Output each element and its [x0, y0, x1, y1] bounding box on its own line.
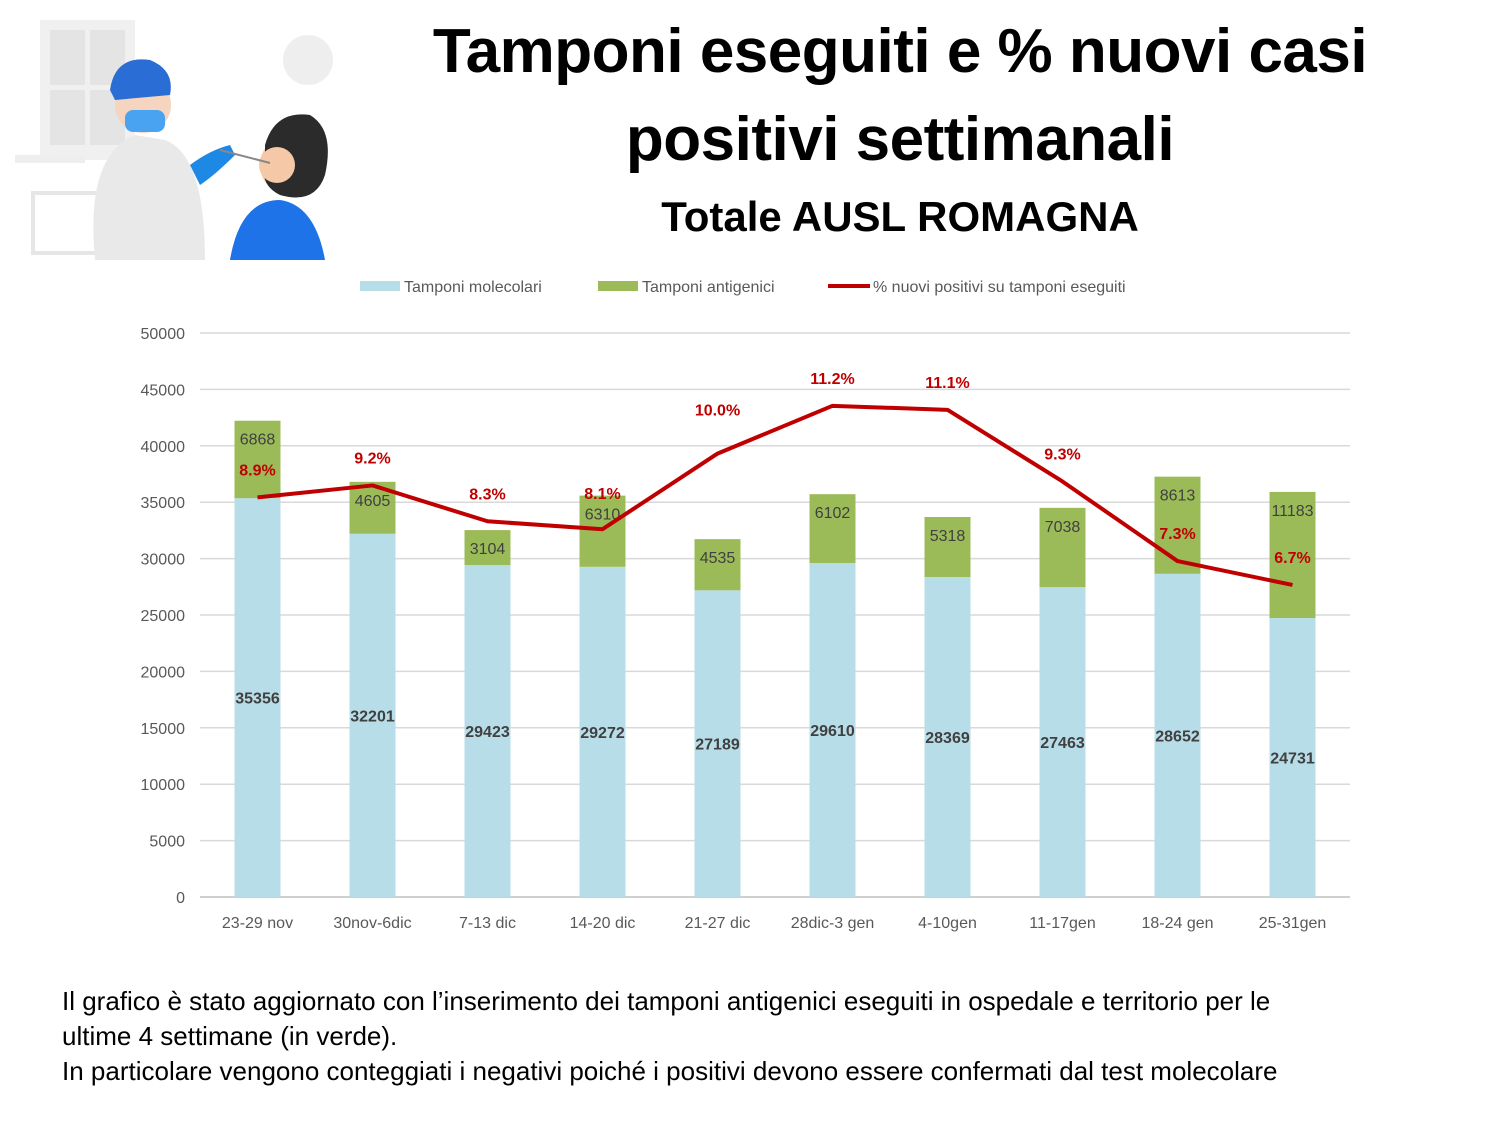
- y-tick-label: 50000: [141, 326, 186, 343]
- subtitle: Totale AUSL ROMAGNA: [661, 193, 1139, 240]
- data-label-molecolari: 32201: [350, 708, 395, 725]
- footnote-line-1: Il grafico è stato aggiornato con l’inse…: [62, 986, 1271, 1016]
- data-label-percent: 11.1%: [925, 375, 969, 392]
- bar-antigenici: [1269, 491, 1316, 619]
- y-tick-label: 20000: [141, 664, 186, 681]
- stacked-bar-line-chart: 0 5000 10000 15000 20000 25000 30000 35000 40000…: [141, 279, 1350, 932]
- title-line-2: positivi settimanali: [625, 105, 1175, 174]
- x-tick-label: 7-13 dic: [459, 915, 516, 932]
- data-label-antigenici: 6868: [240, 432, 276, 449]
- footnote-line-3: In particolare vengono conteggiati i neg…: [62, 1056, 1278, 1086]
- y-tick-label: 40000: [141, 439, 186, 456]
- y-tick-label: 0: [176, 890, 185, 907]
- bar-antigenici: [694, 539, 741, 591]
- data-label-percent: 10.0%: [695, 403, 740, 420]
- data-label-molecolari: 29272: [580, 725, 625, 742]
- data-label-antigenici: 6102: [815, 505, 851, 522]
- x-tick-label: 21-27 dic: [685, 915, 751, 932]
- data-label-percent: 8.3%: [469, 486, 505, 503]
- data-label-percent: 9.3%: [1044, 446, 1080, 463]
- y-tick-label: 30000: [141, 552, 186, 569]
- footnote: Il grafico è stato aggiornato con l’inse…: [62, 984, 1482, 1089]
- data-label-molecolari: 35356: [235, 691, 280, 708]
- x-tick-label: 14-20 dic: [570, 915, 636, 932]
- data-label-antigenici: 11183: [1271, 503, 1313, 520]
- data-label-molecolari: 29423: [465, 724, 510, 741]
- bar-antigenici: [1154, 476, 1201, 574]
- legend-swatch: [598, 281, 638, 291]
- data-label-molecolari: 28369: [925, 730, 970, 747]
- x-tick-label: 28dic-3 gen: [791, 915, 875, 932]
- data-label-percent: 11.2%: [810, 371, 854, 388]
- data-label-percent: 7.3%: [1159, 526, 1195, 543]
- data-label-antigenici: 6310: [585, 507, 621, 524]
- y-tick-label: 25000: [141, 608, 186, 625]
- bar-molecolari: [1154, 573, 1201, 897]
- data-label-antigenici: 7038: [1045, 519, 1081, 536]
- legend-label: % nuovi positivi su tamponi eseguiti: [873, 279, 1126, 296]
- bar-molecolari: [1269, 618, 1316, 897]
- footnote-line-2: ultime 4 settimane (in verde).: [62, 1021, 398, 1051]
- data-label-molecolari: 24731: [1270, 751, 1315, 768]
- legend-swatch: [360, 281, 400, 291]
- bar-antigenici: [234, 420, 281, 499]
- data-label-antigenici: 4535: [700, 550, 736, 567]
- data-label-antigenici: 5318: [930, 528, 966, 545]
- bar-molecolari: [694, 590, 741, 897]
- bar-molecolari: [1039, 587, 1086, 897]
- data-label-percent: 8.9%: [239, 462, 275, 479]
- bar-antigenici: [464, 530, 511, 566]
- bar-molecolari: [234, 498, 281, 897]
- data-label-percent: 8.1%: [584, 486, 620, 503]
- line-percent-positivi: [257, 403, 1293, 587]
- bar-molecolari: [464, 565, 511, 897]
- data-label-antigenici: 4605: [355, 493, 391, 510]
- bar-molecolari: [579, 566, 626, 897]
- data-label-percent: 9.2%: [354, 450, 390, 467]
- y-tick-label: 45000: [141, 382, 186, 399]
- title-line-1: Tamponi eseguiti e % nuovi casi: [432, 17, 1368, 86]
- x-tick-label: 4-10gen: [918, 915, 977, 932]
- data-label-antigenici: 3104: [470, 541, 506, 558]
- x-tick-label: 23-29 nov: [222, 915, 293, 932]
- y-tick-label: 15000: [141, 721, 186, 738]
- legend-label: Tamponi molecolari: [404, 279, 542, 296]
- x-tick-label: 18-24 gen: [1141, 915, 1213, 932]
- swab-test-illustration: [15, 20, 333, 260]
- data-label-molecolari: 28652: [1155, 728, 1200, 745]
- data-label-molecolari: 27189: [695, 737, 740, 754]
- data-label-antigenici: 8613: [1160, 488, 1196, 505]
- bar-molecolari: [924, 576, 971, 897]
- y-tick-label: 10000: [141, 777, 186, 794]
- legend-label: Tamponi antigenici: [642, 279, 775, 296]
- x-tick-label: 11-17gen: [1029, 915, 1095, 932]
- x-tick-label: 25-31gen: [1259, 915, 1327, 932]
- bar-antigenici: [924, 517, 971, 577]
- y-tick-label: 5000: [149, 834, 185, 851]
- x-tick-label: 30nov-6dic: [333, 915, 411, 932]
- y-tick-label: 35000: [141, 495, 186, 512]
- bar-antigenici: [809, 494, 856, 563]
- data-label-molecolari: 27463: [1040, 735, 1085, 752]
- data-label-percent: 6.7%: [1274, 550, 1310, 567]
- bar-antigenici: [1039, 507, 1086, 588]
- bar-molecolari: [349, 533, 396, 897]
- data-label-molecolari: 29610: [810, 723, 855, 740]
- bar-molecolari: [809, 562, 856, 897]
